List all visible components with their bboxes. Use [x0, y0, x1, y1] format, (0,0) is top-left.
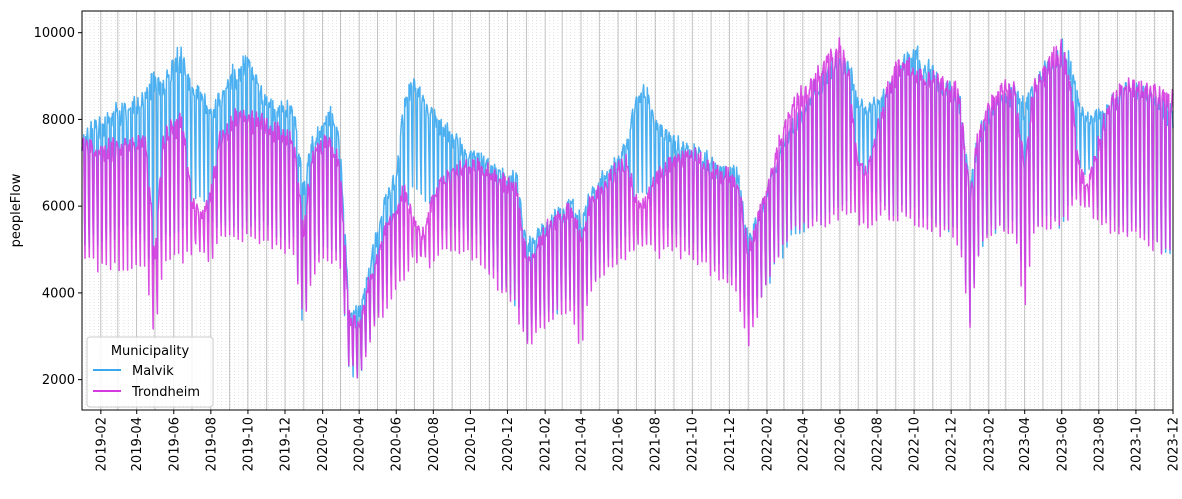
- legend: Municipality Malvik Trondheim: [86, 336, 214, 408]
- x-tick-label: 2019-02: [94, 417, 109, 471]
- x-tick-label: 2021-08: [649, 417, 664, 471]
- x-tick-label: 2022-04: [796, 417, 811, 471]
- x-tick-label: 2019-06: [167, 417, 182, 471]
- x-tick-label: 2021-04: [575, 417, 590, 471]
- x-tick-label: 2021-10: [686, 417, 701, 471]
- series-line-trondheim: [81, 37, 1174, 379]
- legend-entries: Malvik Trondheim: [93, 364, 200, 400]
- x-tick-label: 2020-12: [501, 417, 516, 471]
- x-tick-label: 2020-04: [353, 417, 368, 471]
- x-tick-label: 2021-12: [723, 417, 738, 471]
- x-tick-label: 2023-12: [1167, 417, 1182, 471]
- x-tick-label: 2020-08: [427, 417, 442, 471]
- x-tick-label: 2020-10: [464, 417, 479, 471]
- legend-box: [86, 336, 214, 408]
- x-tick-label: 2019-12: [279, 417, 294, 471]
- series-layer: [81, 37, 1174, 379]
- x-tick-label: 2019-08: [204, 417, 219, 471]
- x-tick-label: 2022-10: [908, 417, 923, 471]
- x-tick-label: 2022-06: [833, 417, 848, 471]
- x-tick-label: 2023-06: [1055, 417, 1070, 471]
- x-axis: 2019-02 2019-04 2019-06 2019-08 2019-10 2019-…: [94, 410, 1182, 471]
- x-tick-label: 2020-06: [390, 417, 405, 471]
- y-tick-label: 6000: [42, 200, 75, 215]
- x-tick-label: 2019-04: [130, 417, 145, 471]
- x-tick-label: 2023-08: [1092, 417, 1107, 471]
- x-tick-label: 2021-02: [539, 417, 554, 471]
- y-tick-label: 4000: [42, 286, 75, 301]
- y-axis-label: peopleFlow: [9, 173, 24, 247]
- x-tick-label: 2022-08: [871, 417, 886, 471]
- x-tick-label: 2023-10: [1129, 417, 1144, 471]
- x-tick-label: 2020-02: [316, 417, 331, 471]
- x-tick-label: 2023-02: [982, 417, 997, 471]
- x-tick-label: 2019-10: [241, 417, 256, 471]
- legend-title: Municipality: [111, 344, 190, 359]
- legend-label-malvik: Malvik: [132, 364, 174, 379]
- x-tick-label: 2021-06: [612, 417, 627, 471]
- x-tick-label: 2023-04: [1018, 417, 1033, 471]
- legend-label-trondheim: Trondheim: [131, 385, 200, 400]
- y-axis: 2000 4000 6000 8000 10000: [34, 26, 82, 388]
- y-tick-label: 10000: [34, 26, 75, 41]
- x-tick-label: 2022-12: [945, 417, 960, 471]
- plot-frame: [81, 10, 1174, 411]
- x-tick-label: 2022-02: [760, 417, 775, 471]
- y-tick-label: 2000: [42, 373, 75, 388]
- y-tick-label: 8000: [42, 113, 75, 128]
